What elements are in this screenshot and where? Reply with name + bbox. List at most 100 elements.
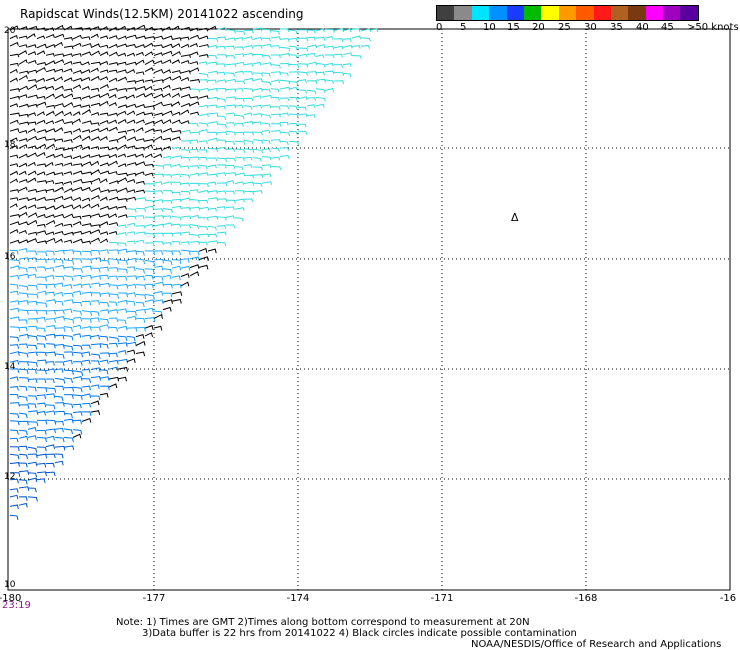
wind-barb bbox=[72, 429, 83, 435]
wind-barb bbox=[198, 27, 209, 32]
wind-barb bbox=[72, 144, 83, 149]
map-title: Rapidscat Winds(12.5KM) 20141022 ascendi… bbox=[20, 7, 304, 21]
wind-barb bbox=[90, 111, 100, 116]
wind-barb bbox=[99, 60, 109, 65]
wind-barb bbox=[135, 111, 146, 116]
wind-barb bbox=[207, 137, 218, 142]
wind-barb bbox=[144, 216, 155, 221]
wind-barb bbox=[108, 35, 118, 39]
wind-barb bbox=[18, 385, 28, 392]
wind-barb bbox=[153, 173, 164, 178]
wind-barb bbox=[55, 275, 65, 281]
lon-label-171: -171 bbox=[430, 593, 454, 604]
wind-barb bbox=[45, 53, 55, 57]
wind-barb bbox=[54, 93, 64, 99]
wind-barb bbox=[72, 215, 82, 220]
wind-barb bbox=[90, 160, 100, 167]
wind-barb bbox=[27, 69, 38, 74]
wind-barb bbox=[135, 268, 145, 274]
wind-barb bbox=[99, 51, 109, 56]
wind-barb bbox=[18, 445, 28, 451]
wind-barb bbox=[45, 188, 55, 193]
wind-barb bbox=[72, 351, 84, 358]
wind-barb bbox=[216, 27, 227, 31]
wind-barb bbox=[153, 265, 164, 271]
wind-barb bbox=[288, 54, 298, 59]
wind-barb bbox=[81, 145, 91, 150]
legend-swatch bbox=[628, 6, 646, 20]
wind-barb bbox=[9, 95, 20, 100]
wind-barb bbox=[81, 109, 91, 115]
wind-barb bbox=[207, 248, 217, 254]
wind-barb bbox=[63, 180, 73, 185]
wind-barb bbox=[54, 172, 64, 176]
wind-barb bbox=[198, 44, 210, 48]
wind-barb bbox=[36, 86, 47, 91]
wind-barb bbox=[90, 300, 100, 305]
wind-barb bbox=[18, 121, 30, 126]
wind-barb bbox=[144, 144, 153, 149]
wind-barb bbox=[9, 228, 19, 234]
wind-barb bbox=[252, 190, 263, 194]
wind-barb bbox=[126, 335, 136, 342]
wind-barb bbox=[342, 63, 352, 67]
wind-barb bbox=[81, 104, 91, 109]
wind-barb bbox=[72, 310, 82, 316]
wind-barb bbox=[36, 143, 47, 150]
wind-barb bbox=[18, 170, 27, 176]
wind-barb bbox=[234, 114, 245, 120]
wind-barb bbox=[243, 29, 254, 34]
wind-barb bbox=[288, 113, 299, 118]
wind-barb bbox=[18, 74, 28, 81]
wind-barb bbox=[126, 26, 136, 31]
wind-barb bbox=[216, 71, 226, 76]
wind-barb bbox=[18, 351, 29, 358]
wind-barb bbox=[45, 428, 56, 434]
wind-barb bbox=[90, 367, 101, 373]
wind-barb bbox=[117, 130, 128, 135]
wind-barb bbox=[90, 187, 101, 192]
wind-barb bbox=[261, 156, 272, 161]
wind-barb bbox=[45, 291, 56, 297]
wind-barb bbox=[135, 197, 147, 201]
wind-barb bbox=[27, 212, 38, 218]
wind-barb bbox=[162, 208, 174, 213]
wind-barb bbox=[99, 301, 110, 307]
wind-barb bbox=[315, 71, 325, 76]
wind-barb bbox=[279, 154, 290, 159]
wind-barb bbox=[36, 410, 46, 416]
wind-barb bbox=[189, 240, 200, 245]
wind-barb bbox=[198, 72, 209, 78]
wind-barb bbox=[81, 135, 91, 142]
wind-barb bbox=[144, 138, 155, 143]
wind-barb bbox=[226, 55, 236, 59]
wind-barb bbox=[207, 173, 218, 178]
wind-barb bbox=[63, 259, 75, 265]
wind-barb bbox=[342, 28, 352, 33]
wind-barb bbox=[189, 250, 200, 256]
wind-barb bbox=[63, 68, 73, 73]
wind-barb bbox=[180, 224, 192, 229]
wind-barb bbox=[9, 316, 20, 322]
wind-barb bbox=[117, 349, 127, 355]
wind-barb bbox=[36, 343, 46, 349]
wind-barb bbox=[189, 224, 200, 229]
wind-barb bbox=[171, 223, 182, 228]
wind-barb bbox=[72, 386, 83, 393]
wind-barb bbox=[315, 96, 326, 102]
wind-barb bbox=[243, 164, 253, 168]
wind-barb bbox=[27, 84, 38, 90]
wind-barb bbox=[18, 462, 28, 468]
wind-barb bbox=[252, 148, 264, 154]
wind-barb bbox=[171, 111, 181, 116]
wind-barb bbox=[126, 52, 136, 57]
wind-barb bbox=[189, 156, 200, 161]
wind-barb bbox=[45, 138, 56, 142]
wind-barb bbox=[198, 129, 209, 133]
wind-barb bbox=[306, 53, 316, 57]
wind-barb bbox=[54, 110, 64, 117]
wind-barb bbox=[108, 77, 118, 83]
wind-barb bbox=[144, 183, 156, 187]
wind-barb bbox=[261, 148, 271, 153]
wind-barb bbox=[117, 214, 128, 218]
